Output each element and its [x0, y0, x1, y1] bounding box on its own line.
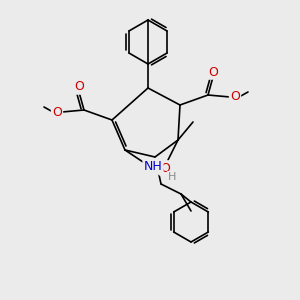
Text: O: O — [160, 161, 170, 175]
Text: H: H — [168, 172, 176, 182]
Text: NH: NH — [144, 160, 162, 173]
Text: O: O — [230, 91, 240, 103]
Text: O: O — [74, 80, 84, 94]
Text: O: O — [52, 106, 62, 118]
Text: O: O — [208, 65, 218, 79]
